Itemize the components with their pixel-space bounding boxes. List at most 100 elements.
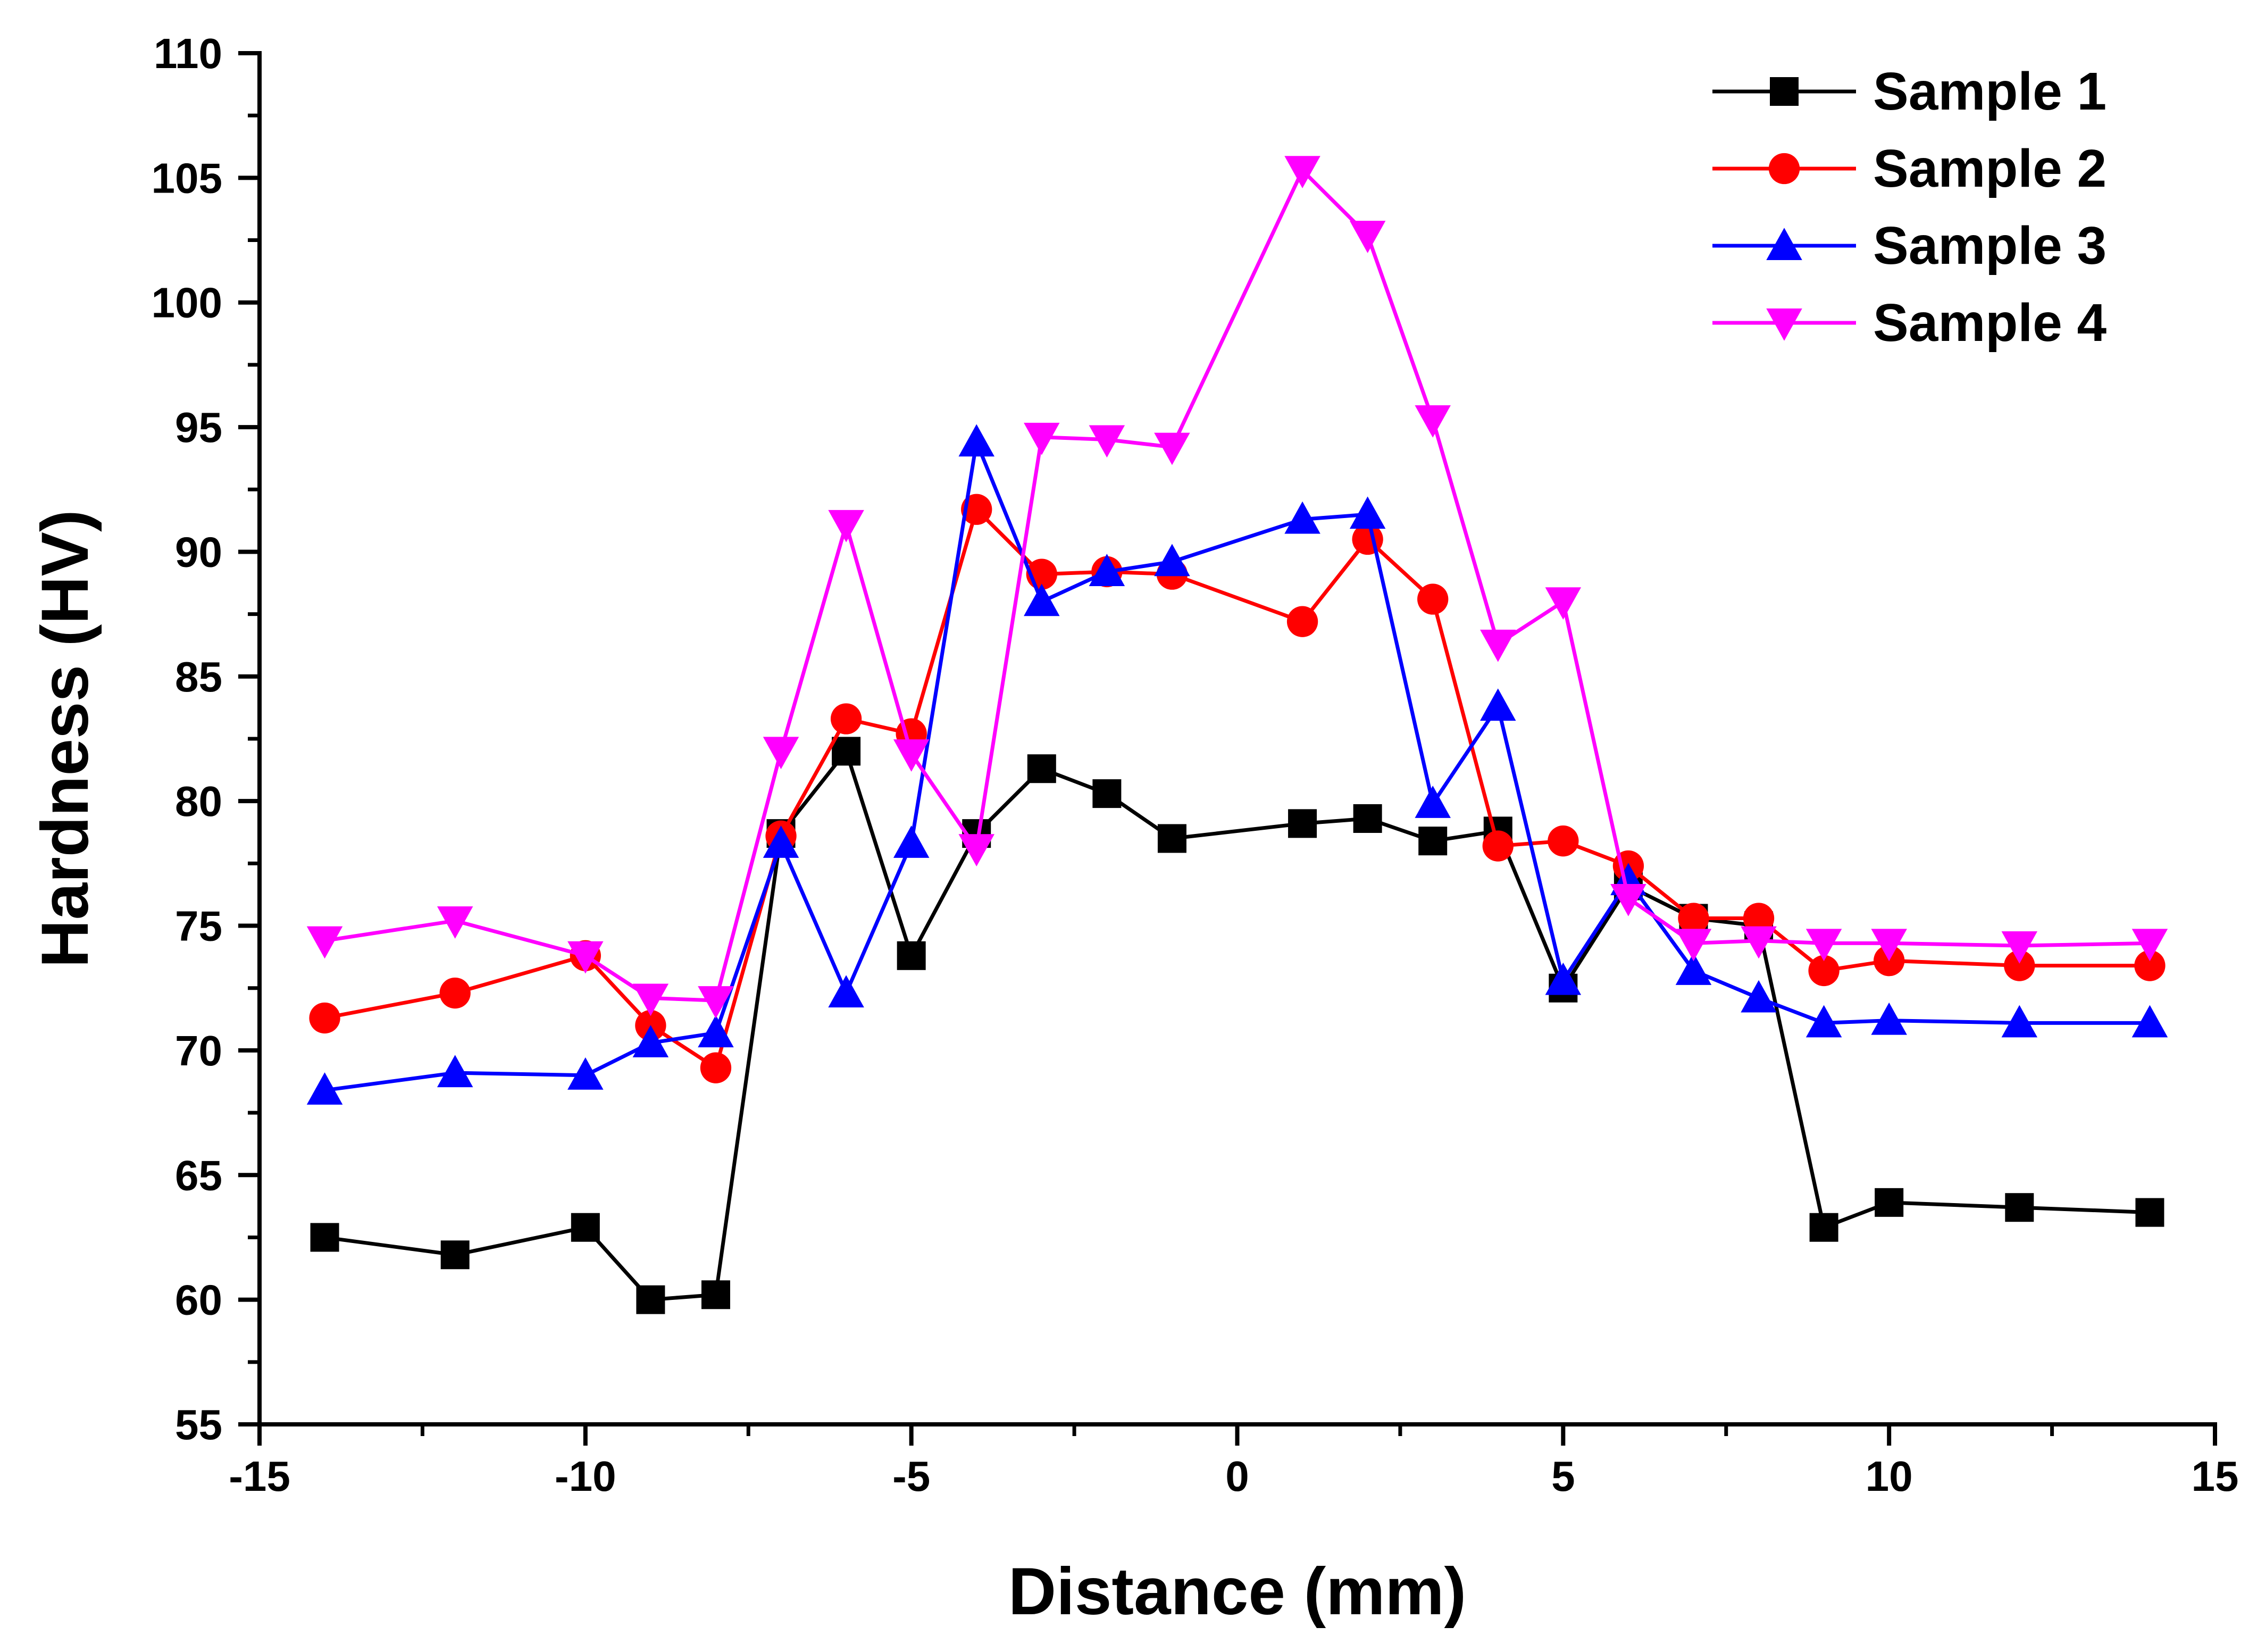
legend-entry-3: Sample 3: [1712, 216, 2106, 276]
series-1-point: [1288, 809, 1317, 838]
series-3-point: [1871, 1002, 1907, 1035]
y-axis-title: Hardness (HV): [28, 510, 102, 967]
series-2-point: [1482, 830, 1514, 862]
series-2-point: [1286, 606, 1318, 637]
y-tick-label: 85: [175, 653, 222, 700]
series-1-point: [636, 1285, 665, 1314]
x-tick-label: 5: [1551, 1453, 1575, 1500]
y-tick-label: 90: [175, 528, 222, 575]
series-2-point: [1678, 903, 1709, 934]
y-tick-label: 105: [152, 154, 222, 202]
series-3-point: [893, 825, 930, 858]
series-1-point: [2005, 1193, 2034, 1222]
y-tick-label: 110: [154, 30, 222, 77]
x-tick-label: 10: [1866, 1453, 1913, 1500]
series-4: [306, 156, 2168, 1019]
series-3-point: [1089, 554, 1125, 586]
series-2-point: [1808, 955, 1840, 987]
plot-area: [306, 156, 2168, 1314]
series-4-point: [1024, 422, 1060, 455]
legend-marker: [1766, 308, 1802, 341]
series-3-point: [763, 825, 799, 858]
series-2-point: [700, 1052, 732, 1083]
series-2-point: [439, 977, 471, 1009]
series-1-point: [1809, 1213, 1838, 1242]
y-tick-label: 100: [152, 279, 222, 327]
axes: -15 -10 -5 0 5 10 15 55 60 65 70 75 80 85 90 95 100 105 11…: [152, 30, 2239, 1500]
legend: Sample 1 Sample 2 Sample 3 Sample 4: [1712, 62, 2106, 353]
series-1-point: [1353, 804, 1382, 833]
series-3-point: [1154, 544, 1190, 577]
series-4-point: [1610, 883, 1646, 916]
y-tick-label: 80: [175, 778, 222, 825]
series-3-point: [1024, 583, 1060, 616]
series-3: [306, 424, 2168, 1105]
y-tick-label: 95: [175, 404, 222, 451]
series-4-point: [1741, 926, 1777, 959]
series-4-point: [698, 986, 734, 1019]
series-1-point: [1027, 754, 1056, 783]
series-4-point: [1284, 156, 1320, 189]
legend-label: Sample 3: [1873, 216, 2106, 276]
series-2-point: [1548, 825, 1579, 857]
legend-label: Sample 2: [1873, 139, 2106, 198]
series-3-point: [1415, 786, 1451, 818]
series-4-point: [437, 906, 473, 939]
series-3-point: [2131, 1005, 2168, 1038]
y-tick-label: 75: [175, 903, 222, 950]
legend-marker: [1768, 153, 1800, 185]
series-4-point: [1545, 587, 1582, 620]
series-1-point: [1092, 779, 1122, 808]
series-4-point: [958, 834, 994, 866]
series-4-point: [1675, 929, 1712, 962]
series-4-point: [567, 941, 604, 974]
series-4-point: [1154, 432, 1190, 465]
x-tick-label: -5: [892, 1453, 930, 1500]
series-4-point: [2001, 931, 2038, 964]
legend-marker: [1766, 228, 1802, 260]
x-axis-title: Distance (mm): [1008, 1555, 1466, 1629]
series-2-point: [961, 494, 992, 525]
series-4-point: [2131, 929, 2168, 962]
series-1-point: [1418, 827, 1448, 856]
series-line-2: [324, 507, 2150, 1070]
series-1-point: [2135, 1198, 2164, 1227]
series-line-3: [324, 440, 2150, 1092]
series-2-point: [830, 703, 862, 735]
series-1-point: [832, 737, 861, 766]
y-tick-label: 55: [175, 1401, 222, 1448]
legend-label: Sample 4: [1873, 293, 2106, 353]
series-3-point: [567, 1057, 604, 1090]
series-4-point: [1415, 405, 1451, 438]
series-3-point: [958, 424, 994, 457]
legend-marker: [1770, 77, 1799, 106]
x-tick-label: 0: [1225, 1453, 1249, 1500]
series-3-point: [2001, 1005, 2038, 1038]
series-2-point: [309, 1002, 340, 1034]
series-3-point: [306, 1072, 343, 1105]
series-3-point: [437, 1055, 473, 1088]
series-4-point: [1871, 929, 1907, 962]
series-4-point: [632, 983, 669, 1016]
series-1-point: [1157, 824, 1186, 853]
y-tick-label: 65: [175, 1152, 222, 1199]
series-3-point: [632, 1025, 669, 1057]
series-1-point: [897, 941, 926, 970]
series-2-point: [2004, 950, 2035, 981]
x-tick-label: -10: [555, 1453, 616, 1500]
series-1-point: [440, 1240, 470, 1270]
series-4-point: [1805, 929, 1842, 962]
series-4-point: [306, 926, 343, 959]
x-tick-label: 15: [2192, 1453, 2239, 1500]
y-tick-label: 70: [175, 1027, 222, 1074]
series-3-point: [828, 975, 864, 1008]
series-3-point: [1480, 688, 1516, 721]
legend-label: Sample 1: [1873, 62, 2106, 121]
series-4-point: [893, 739, 930, 772]
series-3-point: [1349, 496, 1386, 529]
series-3-point: [698, 1015, 734, 1048]
series-2: [309, 494, 2166, 1083]
series-2-point: [2134, 950, 2166, 981]
legend-entry-1: Sample 1: [1712, 62, 2106, 121]
